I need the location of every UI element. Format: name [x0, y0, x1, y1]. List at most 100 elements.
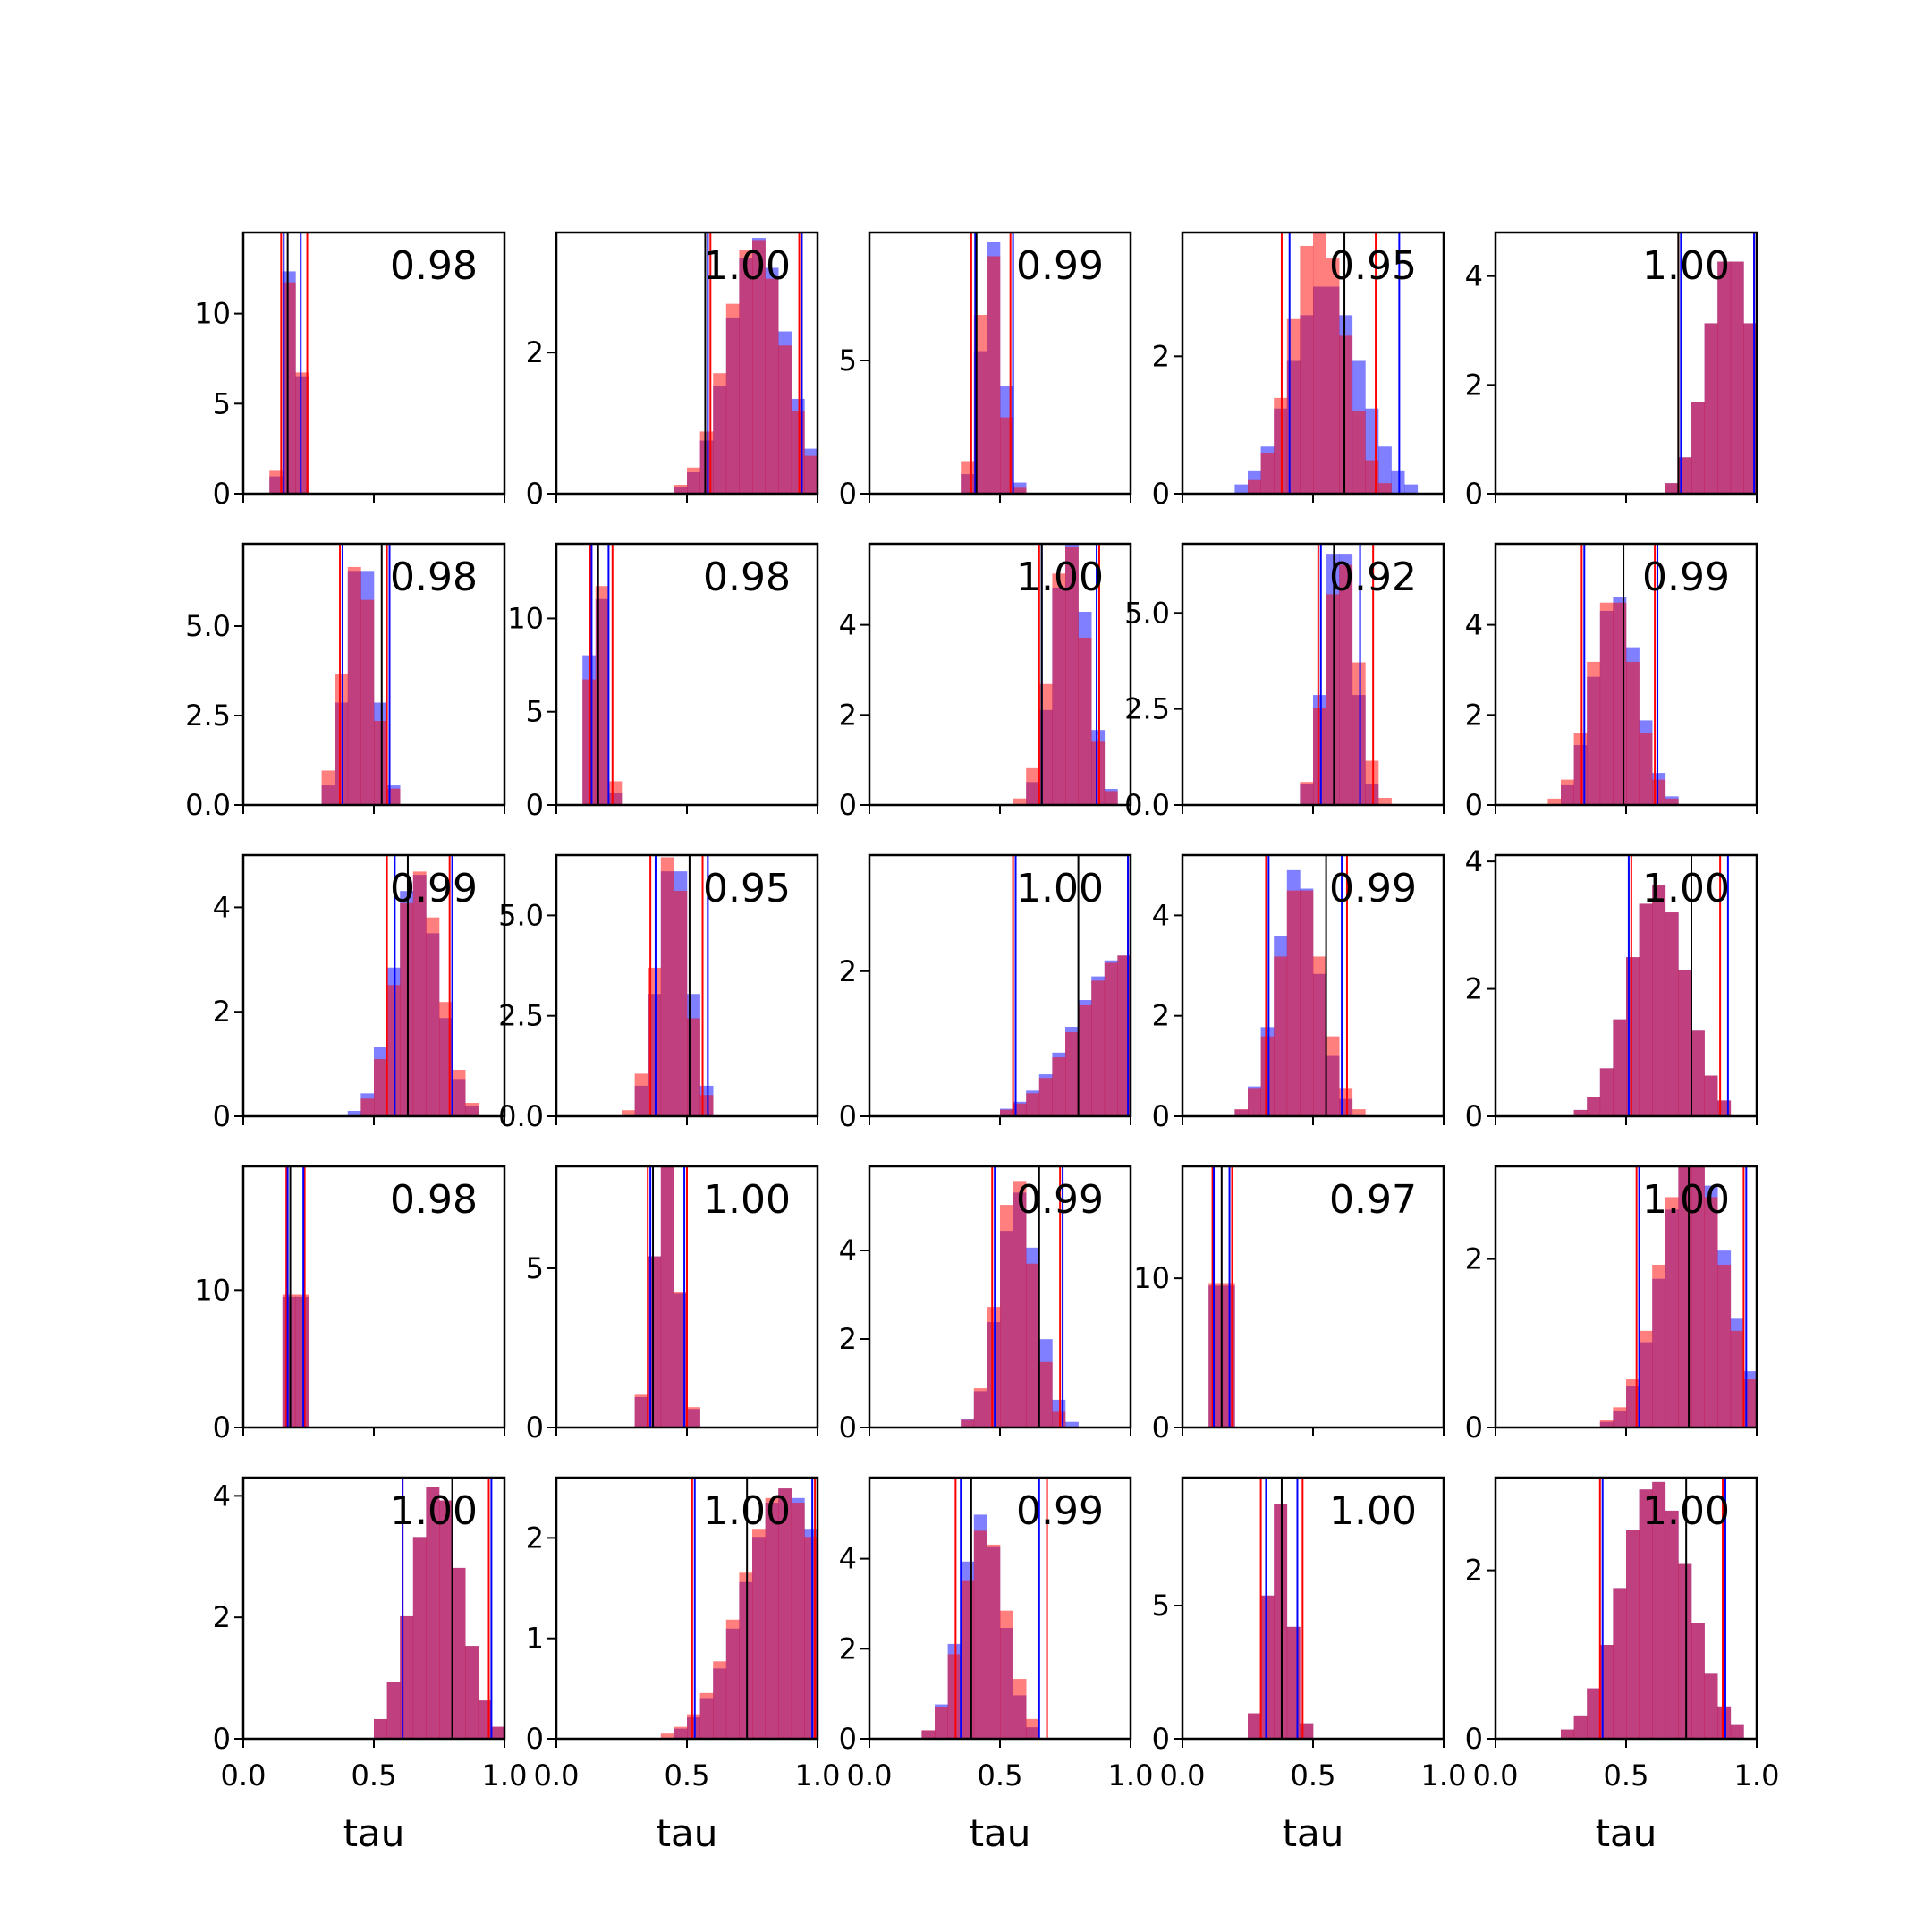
x-tick-label: 0.5	[978, 1758, 1023, 1792]
blue-histogram-bar	[1404, 484, 1419, 494]
red-histogram-bar	[1613, 1588, 1627, 1739]
blue-histogram-bar	[1065, 1421, 1079, 1428]
y-tick-label: 10	[194, 297, 231, 331]
red-histogram-bar	[687, 1407, 700, 1428]
red-histogram-bar	[1313, 708, 1326, 805]
y-tick-label: 2	[1152, 999, 1170, 1033]
red-histogram-bar	[1665, 483, 1679, 494]
red-histogram-bar	[1300, 245, 1314, 494]
red-histogram-bar	[386, 985, 401, 1116]
y-tick-label: 2	[839, 698, 857, 732]
y-tick-label: 2	[1465, 1242, 1483, 1276]
red-histogram-bar	[713, 373, 727, 494]
y-tick-label: 4	[1465, 259, 1483, 293]
panel-value-label: 0.99	[1016, 243, 1104, 289]
y-tick-label: 5	[213, 386, 231, 420]
red-histogram-bar	[1091, 741, 1106, 805]
histogram-bars	[1599, 1166, 1757, 1428]
x-tick-label: 0.5	[1604, 1758, 1649, 1792]
y-tick-label: 5.0	[185, 609, 231, 643]
red-histogram-bar	[1717, 261, 1732, 494]
red-histogram-bar	[1339, 335, 1353, 494]
red-histogram-bar	[452, 1567, 466, 1739]
red-histogram-bar	[1639, 733, 1653, 805]
y-tick-label: 0.0	[1124, 788, 1170, 822]
red-histogram-bar	[295, 1294, 309, 1428]
y-tick-label: 0	[526, 1411, 544, 1445]
x-tick-label: 0.5	[1291, 1758, 1336, 1792]
red-histogram-bar	[1000, 1109, 1013, 1116]
panel-value-label: 0.99	[1016, 1488, 1104, 1534]
red-histogram-bar	[1626, 661, 1640, 805]
red-histogram-bar	[321, 770, 335, 805]
red-histogram-bar	[1052, 573, 1066, 805]
x-axis-label: tau	[343, 1811, 405, 1855]
panel-1-4: 020.95	[1152, 231, 1445, 511]
red-histogram-bar	[987, 256, 1001, 494]
red-histogram-bar	[1260, 453, 1275, 494]
red-histogram-bar	[1652, 885, 1666, 1116]
panel-1-3: 050.99	[839, 231, 1132, 511]
red-histogram-bar	[1286, 890, 1301, 1116]
red-histogram-bar	[1104, 791, 1118, 805]
red-histogram-bar	[1665, 1510, 1679, 1739]
y-tick-label: 4	[213, 1479, 231, 1513]
y-tick-label: 0	[839, 1411, 857, 1445]
histogram-bars	[1013, 544, 1118, 805]
y-tick-label: 4	[839, 1542, 857, 1576]
red-histogram-bar	[1730, 1724, 1744, 1739]
y-tick-label: 0	[526, 477, 544, 511]
red-histogram-bar	[739, 1572, 753, 1739]
y-tick-label: 2	[526, 1521, 544, 1555]
y-tick-label: 5.0	[1124, 596, 1170, 630]
red-histogram-bar	[360, 1098, 375, 1116]
red-histogram-bar	[634, 1073, 648, 1116]
panel-value-label: 0.92	[1329, 555, 1417, 600]
red-histogram-bar	[791, 1503, 805, 1739]
y-tick-label: 2	[526, 335, 544, 369]
blue-histogram-bar	[1234, 484, 1249, 494]
panel-value-label: 1.00	[1642, 866, 1730, 911]
x-tick-label: 0.0	[847, 1758, 893, 1792]
panel-2-3: 0 2 4 1.00	[839, 542, 1132, 822]
y-tick-label: 0	[1465, 1099, 1483, 1133]
red-histogram-bar	[1587, 661, 1601, 805]
histogram-bars	[961, 1181, 1079, 1428]
y-tick-label: 5	[839, 343, 857, 377]
y-tick-label: 0	[839, 1722, 857, 1756]
red-histogram-bar	[1274, 956, 1288, 1116]
y-tick-label: 0	[1465, 1722, 1483, 1756]
panel-5-2: 0 1 2 0.0 0.5 1.0 tau 1.00	[526, 1476, 840, 1855]
red-histogram-bar	[1704, 1673, 1718, 1739]
red-histogram-bar	[987, 1544, 1001, 1739]
panel-value-label: 0.98	[703, 555, 791, 600]
y-tick-label: 2	[1465, 368, 1483, 402]
red-histogram-bar	[634, 1394, 648, 1428]
histogram-bars	[1561, 1481, 1744, 1739]
red-histogram-bar	[1561, 1729, 1574, 1739]
panel-value-label: 0.95	[703, 866, 791, 911]
y-tick-label: 0	[213, 477, 231, 511]
red-histogram-bar	[947, 1654, 962, 1739]
red-histogram-bar	[1038, 1078, 1053, 1116]
red-histogram-bar	[778, 345, 792, 494]
panel-1-2: 021.00	[526, 231, 819, 511]
y-tick-label: 10	[1133, 1261, 1170, 1295]
red-histogram-bar	[452, 1070, 466, 1116]
y-tick-label: 5	[1152, 1589, 1170, 1623]
y-tick-label: 10	[194, 1273, 231, 1307]
histogram-bars	[269, 271, 309, 494]
panel-1-1: 0 5 10 0.98	[194, 231, 506, 511]
red-histogram-bar	[374, 720, 387, 805]
red-histogram-bar	[1652, 1481, 1666, 1739]
red-histogram-bar	[1339, 564, 1353, 805]
panel-3-5: 0 2 4 1.00	[1465, 844, 1758, 1133]
red-histogram-bar	[1326, 258, 1340, 494]
red-histogram-bar	[1613, 1407, 1627, 1428]
red-histogram-bar	[1547, 798, 1562, 805]
panel-value-label: 0.99	[1016, 1177, 1104, 1223]
panel-3-2: 0.0 2.5 5.0 0.95	[498, 853, 819, 1133]
y-tick-label: 4	[1465, 608, 1483, 642]
panel-value-label: 0.99	[390, 866, 478, 911]
